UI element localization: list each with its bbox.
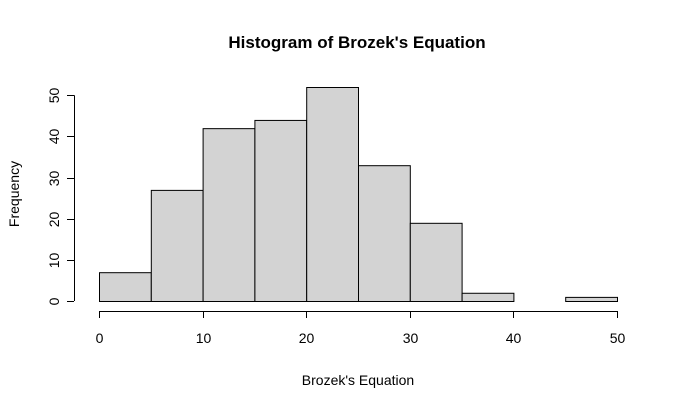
- x-tick-label-2: 20: [299, 330, 315, 346]
- x-tick-label-4: 40: [506, 330, 522, 346]
- y-axis-label: Frequency: [6, 161, 22, 227]
- y-tick-label-1: 10: [46, 253, 62, 269]
- y-tick-label-0: 0: [46, 297, 62, 305]
- histogram-bar-6: [409, 222, 463, 302]
- x-tick-label-3: 30: [403, 330, 419, 346]
- y-axis: 0 10 20 30 40 50: [46, 88, 75, 305]
- histogram-bar-2: [202, 128, 256, 302]
- chart-title: Histogram of Brozek's Equation: [228, 33, 485, 52]
- y-tick-label-5: 50: [46, 88, 62, 104]
- y-tick-label-4: 40: [46, 129, 62, 145]
- bars-group: [99, 87, 619, 303]
- histogram-bar-3: [254, 119, 308, 302]
- x-tick-label-1: 10: [196, 330, 212, 346]
- histogram-bar-7: [461, 292, 515, 302]
- histogram-bar-9: [565, 296, 619, 302]
- x-tick-label-0: 0: [96, 330, 104, 346]
- histogram-bar-5: [358, 165, 411, 302]
- histogram-bar-4: [306, 87, 360, 302]
- histogram-bar-1: [150, 189, 204, 302]
- y-tick-label-3: 30: [46, 171, 62, 187]
- x-tick-label-5: 50: [610, 330, 626, 346]
- y-tick-label-2: 20: [46, 212, 62, 228]
- x-axis-label: Brozek's Equation: [302, 372, 414, 388]
- x-axis: 0 10 20 30 40 50: [96, 311, 626, 346]
- histogram-bar-0: [99, 272, 152, 303]
